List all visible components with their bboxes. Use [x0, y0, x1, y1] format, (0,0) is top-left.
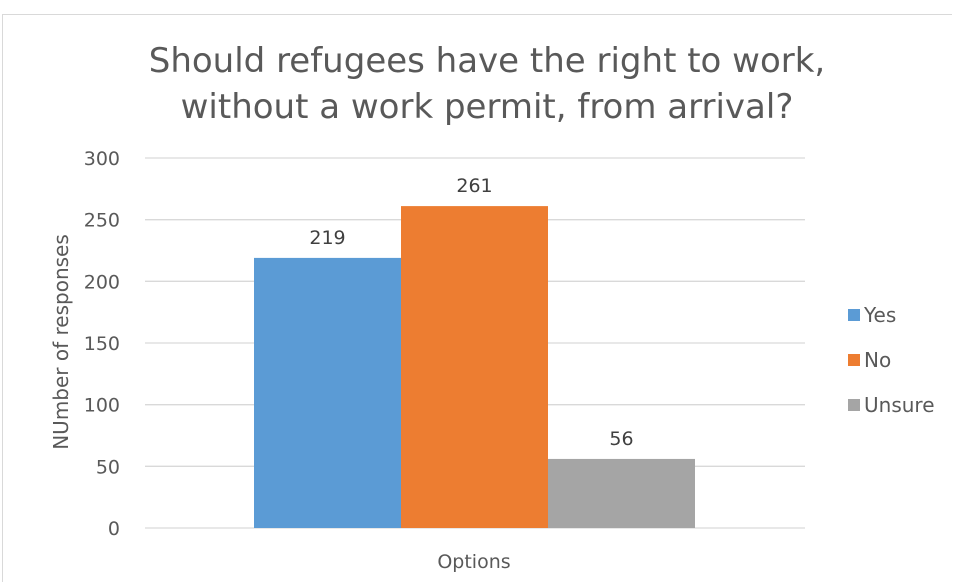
- legend-label-yes: Yes: [863, 303, 896, 327]
- y-tick-label: 150: [84, 333, 120, 355]
- y-tick-label: 200: [84, 271, 120, 293]
- y-tick-label: 0: [108, 518, 120, 540]
- legend-swatch-yes: [848, 309, 860, 321]
- data-label-unsure: 56: [609, 428, 633, 450]
- x-axis-category-label: Options: [437, 551, 510, 573]
- legend-swatch-no: [848, 354, 860, 366]
- y-tick-label: 100: [84, 395, 120, 417]
- y-axis-ticks: 0 50 100 150 200 250 300: [84, 148, 120, 540]
- y-tick-label: 50: [96, 456, 120, 478]
- legend-swatch-unsure: [848, 399, 860, 411]
- data-label-no: 261: [456, 175, 492, 197]
- y-tick-label: 300: [84, 148, 120, 170]
- y-axis-title: NUmber of responses: [49, 234, 73, 450]
- data-label-yes: 219: [309, 227, 345, 249]
- bar-unsure: [548, 458, 695, 528]
- legend: Yes No Unsure: [848, 303, 935, 417]
- chart-title: Should refugees have the right to work, …: [149, 41, 825, 127]
- y-tick-label: 250: [84, 210, 120, 232]
- chart-frame: [2, 14, 952, 582]
- legend-label-no: No: [864, 348, 891, 372]
- chart-title-line-1: Should refugees have the right to work,: [149, 41, 825, 81]
- legend-label-unsure: Unsure: [864, 393, 935, 417]
- chart-title-line-2: without a work permit, from arrival?: [181, 87, 794, 127]
- data-labels: 219 261 56: [309, 175, 633, 450]
- bars: [254, 206, 695, 528]
- bar-no: [401, 206, 548, 528]
- bar-yes: [254, 257, 401, 528]
